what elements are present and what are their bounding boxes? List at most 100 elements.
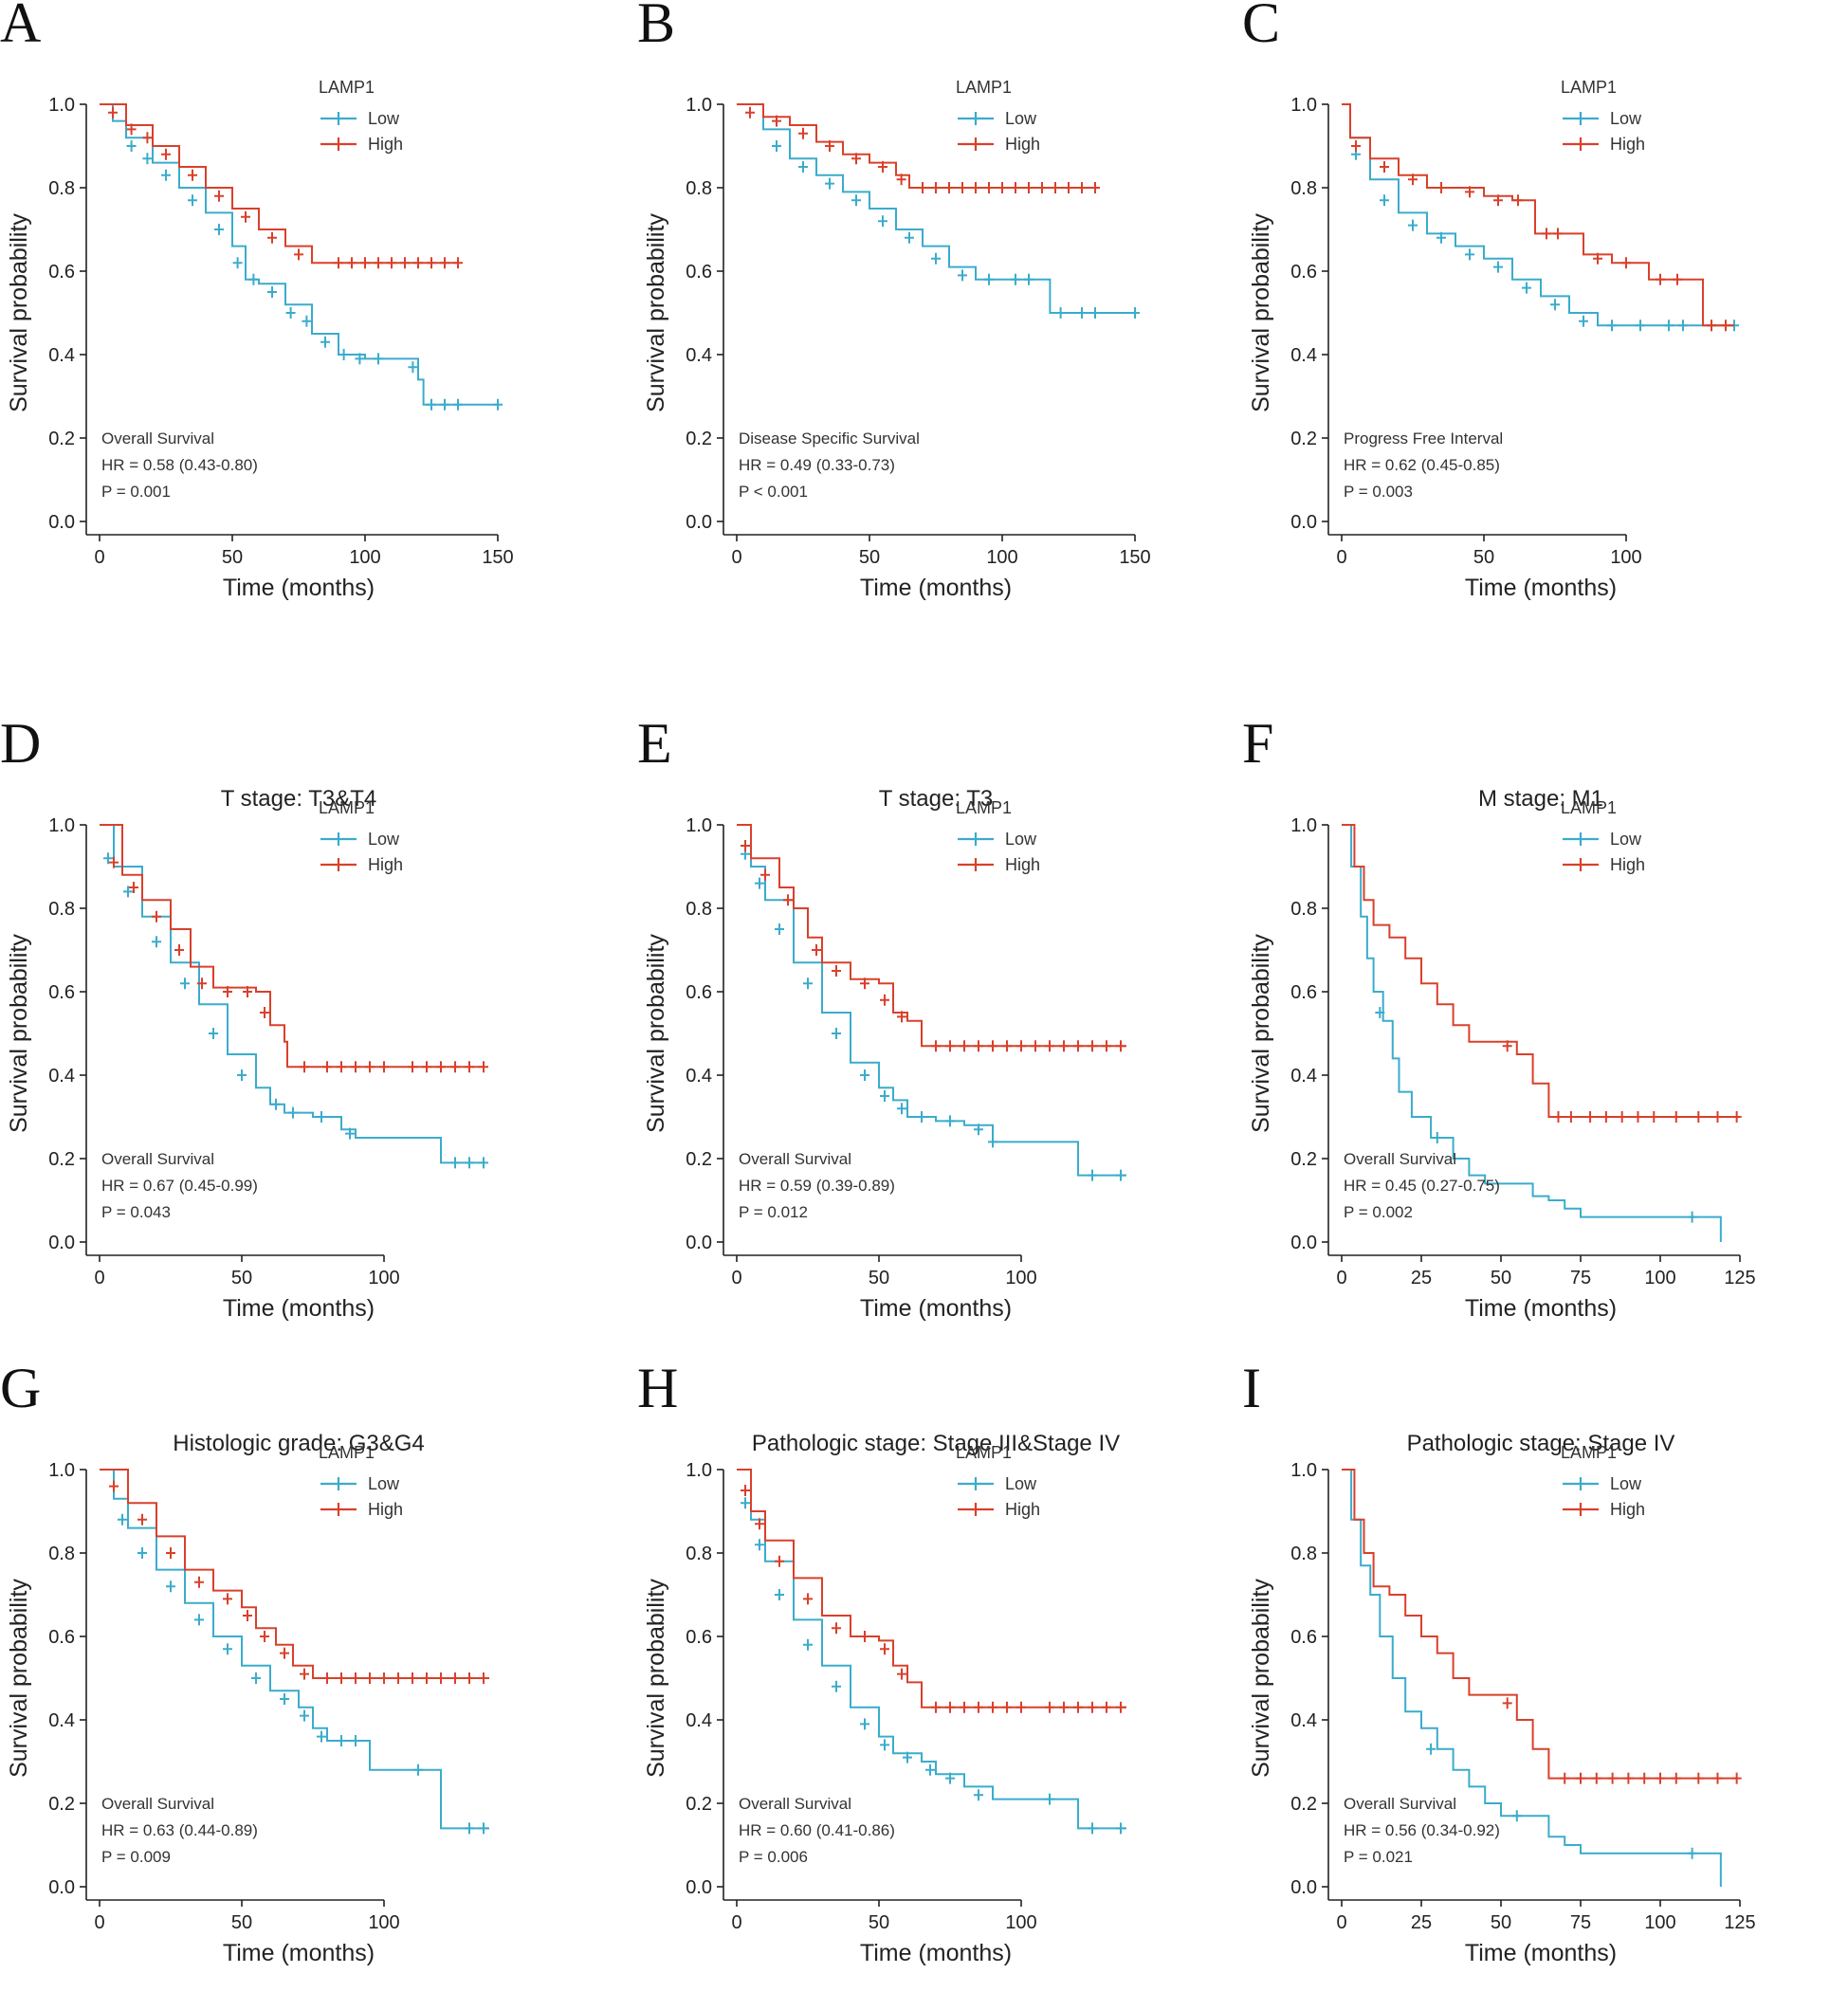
- km-plot: T stage: T3&T4 0.0 0.2 0.4 0.6 0.8 1.0 0 50 100 Ti…: [6, 786, 488, 1322]
- censor-mark-high: [960, 1040, 969, 1052]
- x-tick-label: 50: [869, 1268, 889, 1288]
- legend-label-low: Low: [1005, 109, 1037, 128]
- legend-label-high: High: [1610, 135, 1645, 154]
- x-tick-label: 150: [482, 547, 513, 568]
- censor-mark-high: [337, 1672, 346, 1684]
- endpoint-label: Progress Free Interval: [1344, 429, 1503, 448]
- censor-mark-low: [413, 1763, 423, 1776]
- legend-title: LAMP1: [956, 78, 1012, 97]
- censor-mark-low: [755, 1539, 764, 1551]
- legend-title: LAMP1: [1561, 1443, 1617, 1462]
- x-tick-label: 50: [1473, 547, 1494, 568]
- censor-mark-low: [1493, 261, 1503, 273]
- censor-mark-high: [1436, 182, 1446, 193]
- censor-mark-low: [194, 1614, 204, 1626]
- x-tick-label: 50: [1491, 1912, 1511, 1933]
- x-tick-label: 0: [1336, 1268, 1346, 1288]
- censor-mark-high: [974, 1040, 983, 1052]
- censor-mark-low: [772, 140, 781, 152]
- censor-mark-low: [126, 140, 137, 152]
- hazard-ratio-label: HR = 0.59 (0.39-0.89): [739, 1177, 895, 1195]
- y-tick-label: 0.8: [48, 178, 75, 199]
- censor-mark-high: [351, 1061, 360, 1073]
- km-plot: 0.0 0.2 0.4 0.6 0.8 1.0 0 50 100 150 Time (months)…: [6, 78, 514, 601]
- y-tick-label: 0.0: [1290, 1233, 1317, 1253]
- censor-mark-high: [188, 169, 197, 181]
- x-axis-label: Time (months): [223, 575, 375, 601]
- censor-mark-high: [408, 1061, 417, 1073]
- y-tick-label: 0.2: [1290, 429, 1317, 449]
- censor-mark-high: [960, 1701, 969, 1713]
- x-tick-label: 100: [1610, 547, 1641, 568]
- x-tick-label: 100: [368, 1268, 399, 1288]
- y-tick-label: 0.4: [48, 1066, 75, 1087]
- y-axis-label: Survival probability: [6, 213, 32, 412]
- censor-mark-high: [379, 1061, 389, 1073]
- censor-mark-high: [223, 986, 232, 997]
- censor-mark-low: [988, 1136, 997, 1148]
- endpoint-label: Overall Survival: [101, 1795, 214, 1813]
- survival-curve-low: [737, 824, 1126, 1177]
- censor-mark-high: [337, 1061, 346, 1073]
- endpoint-label: Overall Survival: [101, 1150, 214, 1168]
- censor-mark-high: [465, 1672, 474, 1684]
- censor-mark-high: [1693, 1111, 1704, 1123]
- censor-mark-high: [1088, 1701, 1097, 1713]
- km-panel-b: B 0.0 0.2 0.4 0.6 0.8 1.0 0 50 100 150 Time (months…: [637, 0, 1244, 645]
- survival-curve-low: [737, 103, 1135, 314]
- x-tick-label: 0: [731, 1268, 741, 1288]
- censor-mark-low: [1687, 1847, 1697, 1859]
- censor-mark-high: [1617, 1111, 1627, 1123]
- censor-mark-low: [1408, 219, 1418, 231]
- censor-mark-high: [958, 182, 967, 193]
- censor-mark-high: [260, 1631, 269, 1642]
- x-tick-label: 50: [859, 547, 880, 568]
- plot-title: Pathologic stage: Stage IV: [1407, 1431, 1675, 1456]
- endpoint-label: Overall Survival: [739, 1150, 851, 1168]
- censor-mark-high: [1102, 1701, 1111, 1713]
- legend-label-low: Low: [1610, 830, 1642, 849]
- censor-mark-high: [1077, 182, 1087, 193]
- y-axis-label: Survival probability: [643, 213, 669, 412]
- censor-mark-high: [1731, 1111, 1742, 1123]
- y-tick-label: 0.8: [1290, 178, 1317, 199]
- censor-mark-high: [374, 257, 383, 269]
- y-tick-label: 0.2: [48, 1794, 75, 1815]
- censor-mark-high: [988, 1701, 997, 1713]
- censor-mark-low: [1380, 194, 1389, 207]
- censor-mark-high: [1553, 228, 1563, 240]
- legend-title: LAMP1: [319, 798, 375, 817]
- censor-mark-low: [775, 923, 784, 935]
- censor-mark-high: [1016, 1040, 1026, 1052]
- p-value-label: P = 0.043: [101, 1203, 171, 1221]
- censor-mark-low: [1607, 320, 1617, 332]
- plot-title: Histologic grade: G3&G4: [173, 1431, 424, 1456]
- x-tick-label: 100: [1644, 1268, 1675, 1288]
- survival-curve-high: [100, 1469, 489, 1679]
- censor-mark-high: [422, 1672, 431, 1684]
- y-tick-label: 0.6: [1290, 262, 1317, 283]
- censor-mark-low: [825, 177, 834, 190]
- y-tick-label: 0.8: [686, 1544, 712, 1564]
- censor-mark-low: [1045, 1793, 1054, 1805]
- x-tick-label: 0: [94, 1912, 104, 1933]
- censor-mark-low: [137, 1547, 147, 1559]
- censor-mark-low: [345, 1127, 355, 1140]
- censor-mark-low: [374, 353, 383, 365]
- endpoint-label: Disease Specific Survival: [739, 429, 920, 448]
- censor-mark-low: [903, 1751, 912, 1763]
- legend-label-low: Low: [1610, 1474, 1642, 1493]
- censor-mark-high: [413, 257, 423, 269]
- censor-mark-high: [1090, 182, 1100, 193]
- hazard-ratio-label: HR = 0.56 (0.34-0.92): [1344, 1821, 1500, 1839]
- survival-curve-high: [1342, 1469, 1737, 1780]
- censor-mark-high: [436, 1061, 446, 1073]
- censor-mark-high: [798, 127, 808, 139]
- censor-mark-low: [427, 398, 436, 411]
- survival-curve-high: [1342, 103, 1734, 327]
- x-tick-label: 0: [731, 547, 741, 568]
- endpoint-label: Overall Survival: [739, 1795, 851, 1813]
- censor-mark-high: [1707, 320, 1716, 332]
- y-tick-label: 0.8: [1290, 1544, 1317, 1564]
- y-tick-label: 0.0: [686, 1877, 712, 1898]
